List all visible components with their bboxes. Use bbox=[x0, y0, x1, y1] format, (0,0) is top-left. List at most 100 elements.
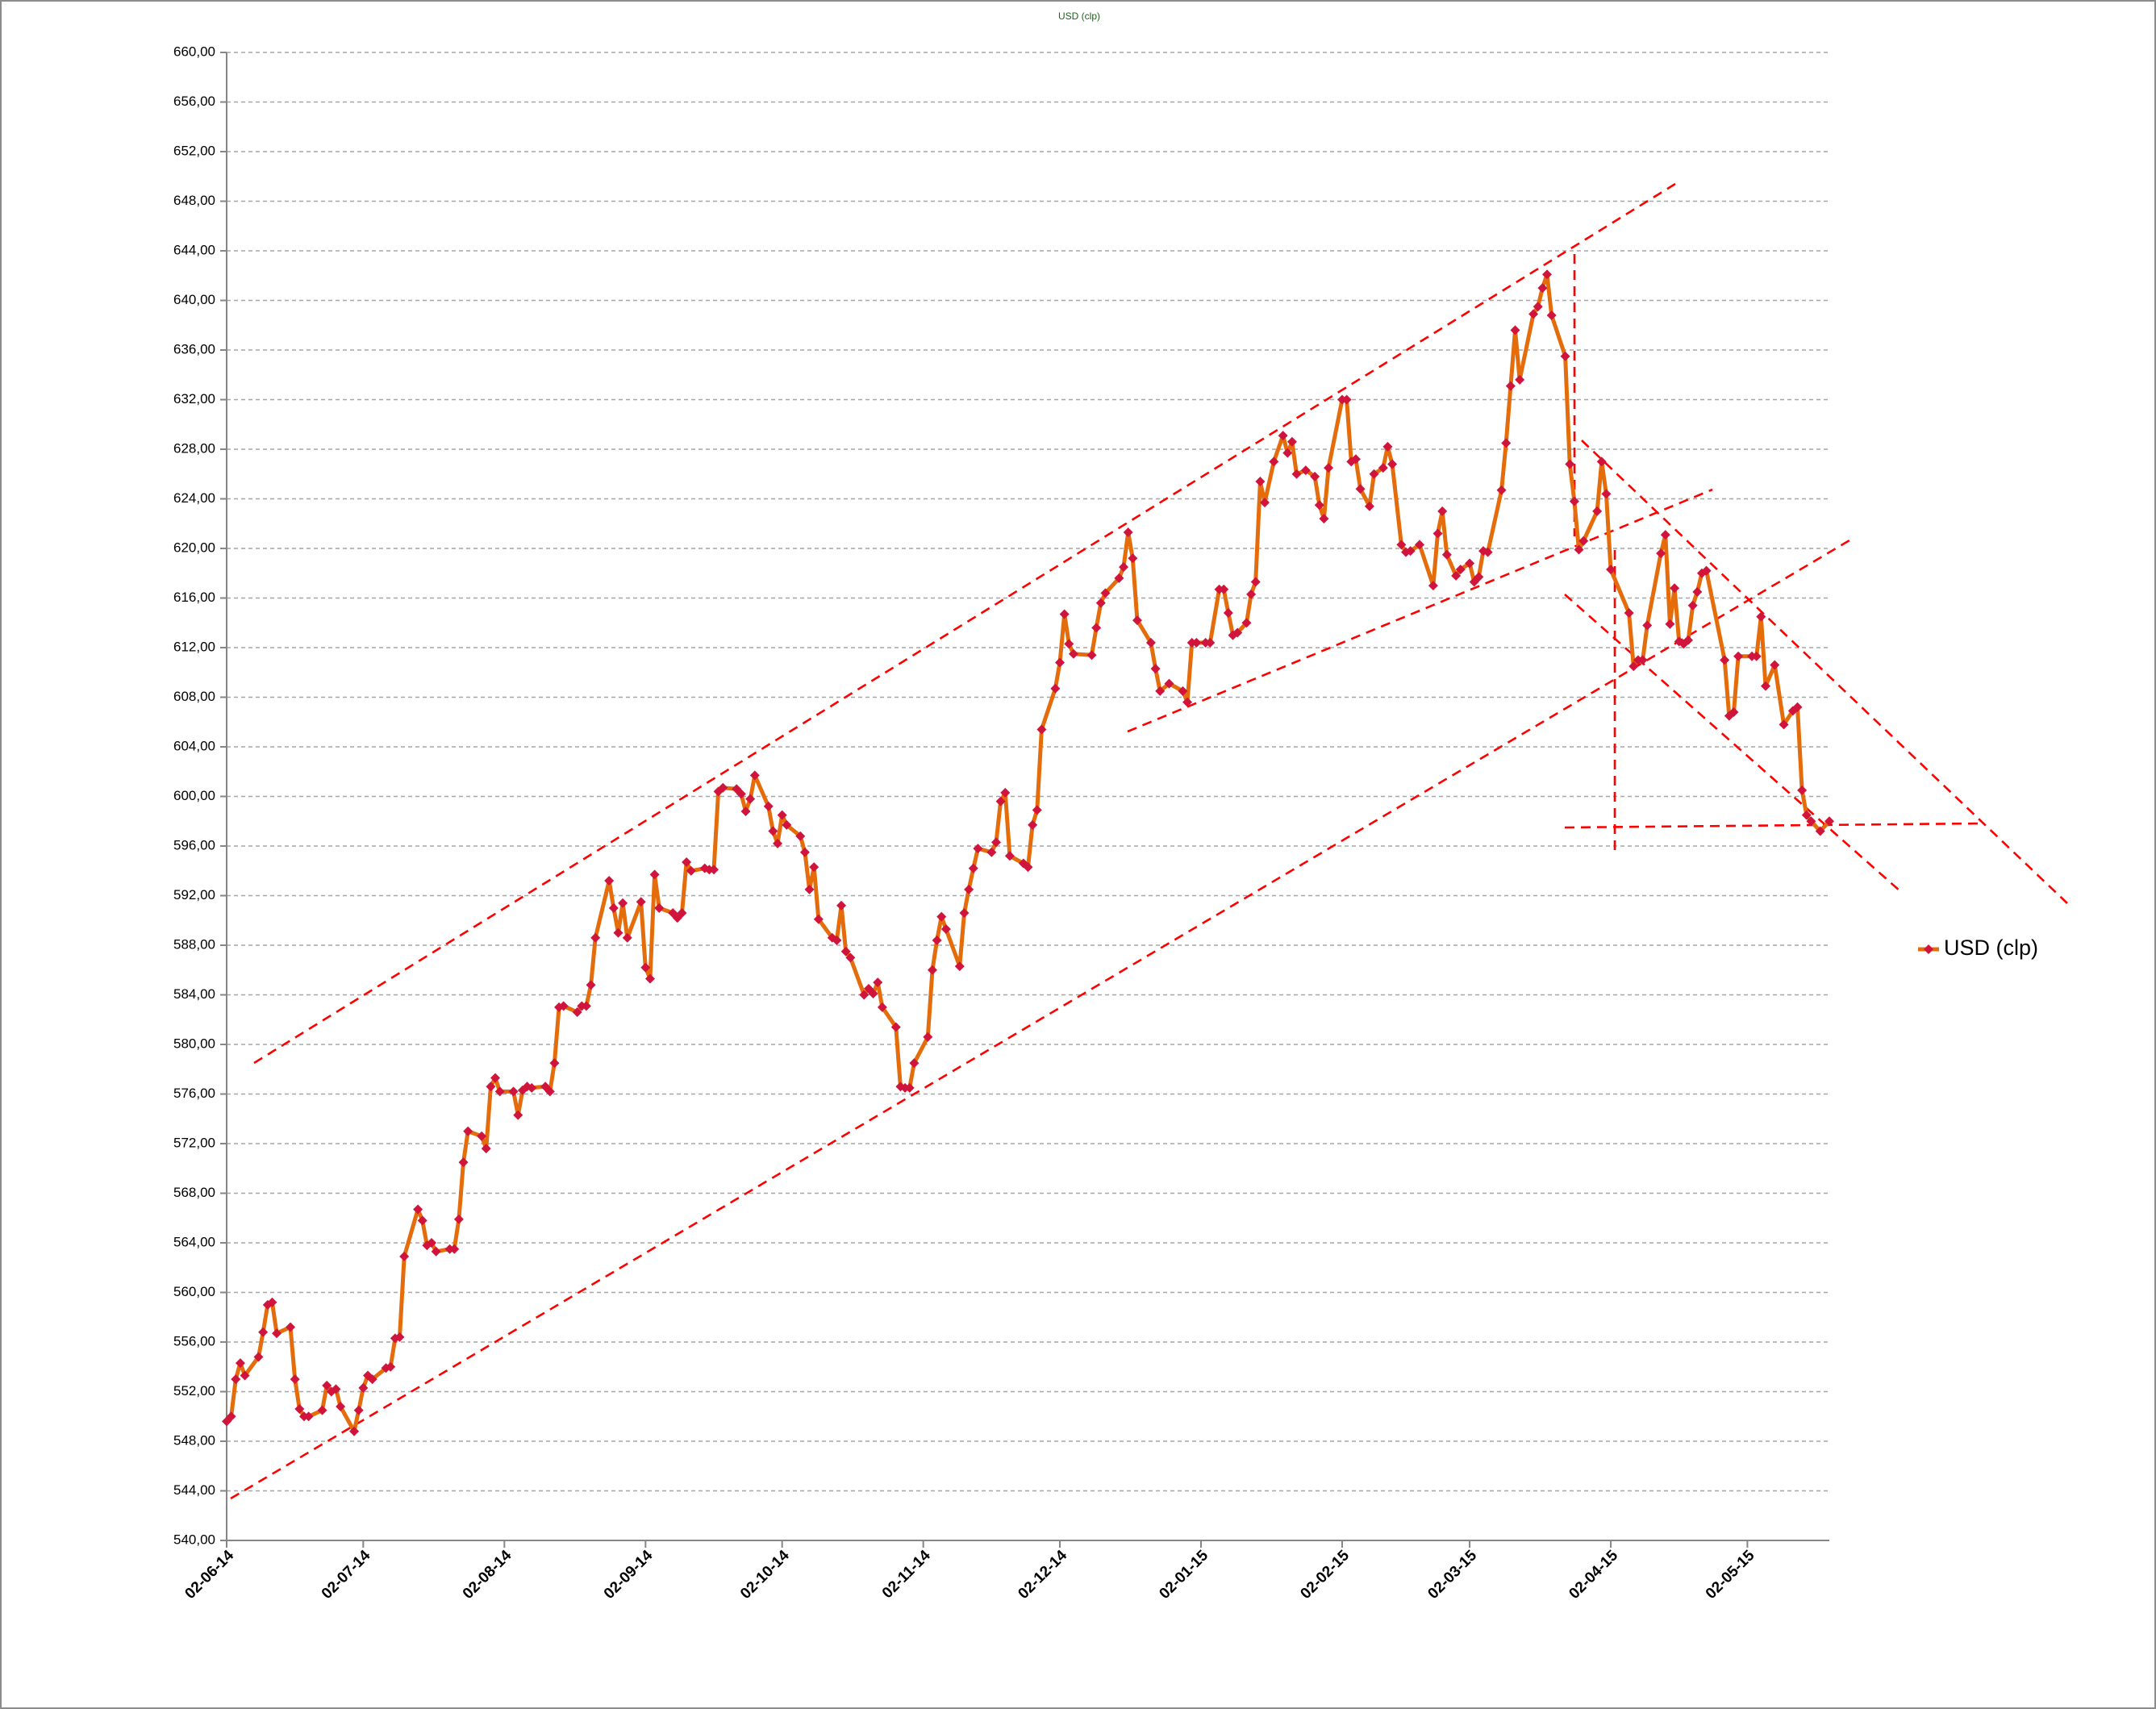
data-point bbox=[1656, 548, 1666, 559]
series bbox=[222, 269, 1834, 1436]
data-point bbox=[331, 1384, 341, 1394]
data-point bbox=[549, 1058, 560, 1069]
data-point bbox=[1465, 558, 1475, 569]
data-point bbox=[513, 1110, 523, 1120]
data-point bbox=[1232, 627, 1243, 638]
grid bbox=[220, 52, 1829, 1548]
data-point bbox=[749, 770, 760, 781]
y-tick-label: 556,00 bbox=[173, 1333, 215, 1348]
data-point bbox=[1592, 506, 1603, 516]
data-point bbox=[836, 900, 847, 911]
data-point bbox=[1119, 562, 1129, 573]
data-point bbox=[1483, 547, 1493, 557]
data-point bbox=[736, 789, 746, 799]
data-point bbox=[1023, 862, 1033, 873]
data-point bbox=[718, 782, 728, 793]
data-point bbox=[840, 946, 851, 957]
data-point bbox=[1300, 465, 1311, 476]
y-tick-label: 644,00 bbox=[173, 242, 215, 257]
data-point bbox=[226, 1411, 236, 1422]
data-point bbox=[1565, 459, 1575, 469]
data-point bbox=[431, 1246, 441, 1257]
data-point bbox=[1287, 436, 1297, 447]
data-point bbox=[1355, 484, 1366, 494]
y-tick-label: 636,00 bbox=[173, 341, 215, 356]
legend-marker bbox=[1924, 944, 1933, 954]
data-point bbox=[1369, 469, 1379, 479]
data-point bbox=[1000, 787, 1011, 798]
data-point bbox=[449, 1244, 460, 1254]
data-point bbox=[968, 863, 978, 873]
data-point bbox=[267, 1297, 277, 1307]
trend-line bbox=[1127, 488, 1713, 733]
data-point bbox=[1414, 540, 1424, 550]
data-point bbox=[1219, 584, 1229, 594]
y-tick-label: 560,00 bbox=[173, 1284, 215, 1299]
y-tick-label: 568,00 bbox=[173, 1185, 215, 1200]
data-point bbox=[973, 844, 983, 854]
data-point bbox=[1246, 589, 1257, 599]
data-point bbox=[458, 1157, 469, 1168]
data-point bbox=[1223, 607, 1233, 618]
data-point bbox=[1683, 635, 1694, 645]
data-point bbox=[804, 884, 815, 894]
data-point bbox=[1687, 600, 1698, 611]
data-point bbox=[873, 977, 883, 988]
data-point bbox=[413, 1204, 423, 1215]
data-point bbox=[367, 1374, 377, 1385]
data-point bbox=[845, 952, 856, 963]
y-tick-label: 544,00 bbox=[173, 1482, 215, 1498]
data-point bbox=[1441, 549, 1452, 560]
y-tick-label: 552,00 bbox=[173, 1383, 215, 1398]
data-point bbox=[936, 911, 947, 922]
data-point bbox=[240, 1370, 250, 1381]
data-point bbox=[1350, 454, 1361, 465]
y-tick-label: 596,00 bbox=[173, 837, 215, 852]
data-point bbox=[1720, 655, 1730, 665]
data-point bbox=[1291, 469, 1302, 479]
data-point bbox=[932, 935, 942, 945]
data-point bbox=[1241, 618, 1252, 628]
y-tick-label: 584,00 bbox=[173, 986, 215, 1002]
data-point bbox=[544, 1086, 555, 1097]
data-point bbox=[868, 988, 878, 998]
data-point bbox=[923, 1032, 933, 1042]
data-point bbox=[490, 1073, 501, 1083]
data-point bbox=[1533, 302, 1543, 312]
data-point bbox=[1004, 851, 1015, 861]
data-point bbox=[1164, 678, 1174, 689]
data-point bbox=[1537, 283, 1548, 294]
data-point bbox=[386, 1361, 396, 1372]
data-point bbox=[1324, 463, 1334, 473]
data-point bbox=[763, 801, 774, 811]
data-point bbox=[1601, 489, 1612, 499]
data-point bbox=[613, 927, 623, 938]
data-point bbox=[1405, 546, 1416, 556]
data-point bbox=[890, 1022, 901, 1032]
data-point bbox=[995, 796, 1006, 807]
data-point bbox=[1319, 514, 1329, 524]
data-point bbox=[1314, 500, 1324, 511]
data-point bbox=[1474, 572, 1484, 582]
chart-title: USD (clp) bbox=[1058, 10, 1100, 22]
y-tick-label: 540,00 bbox=[173, 1532, 215, 1547]
y-tick-label: 616,00 bbox=[173, 590, 215, 605]
data-point bbox=[1396, 540, 1407, 550]
data-point bbox=[1670, 583, 1680, 594]
data-point bbox=[1064, 639, 1074, 649]
data-point bbox=[986, 847, 997, 857]
legend: USD (clp) bbox=[1918, 936, 2038, 960]
legend-label: USD (clp) bbox=[1944, 936, 2038, 960]
data-point bbox=[417, 1215, 427, 1226]
data-point bbox=[1378, 463, 1388, 473]
trend-line bbox=[1564, 594, 1901, 892]
data-point bbox=[1751, 651, 1762, 661]
data-point bbox=[740, 806, 751, 816]
y-tick-label: 548,00 bbox=[173, 1432, 215, 1448]
data-point bbox=[940, 924, 951, 935]
data-point bbox=[1510, 325, 1520, 336]
y-tick-label: 648,00 bbox=[173, 193, 215, 208]
y-tick-label: 640,00 bbox=[173, 292, 215, 307]
